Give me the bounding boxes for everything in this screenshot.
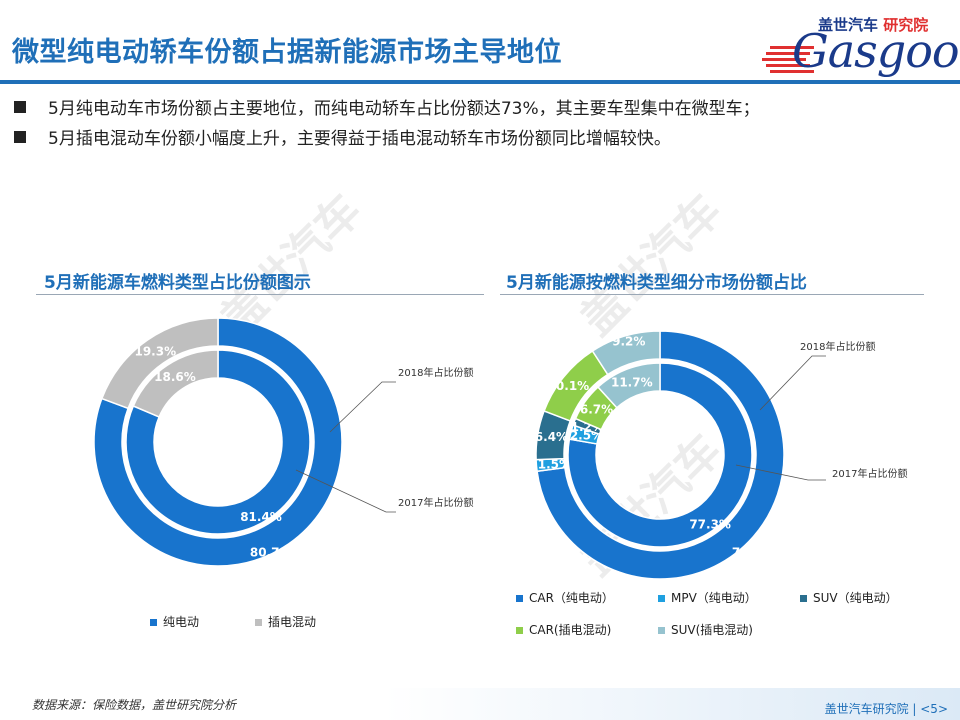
chart2-legend-item: SUV（纯电动） (800, 589, 898, 606)
chart2-legend-item: SUV(插电混动) (658, 621, 753, 638)
chart1-legend-item: 插电混动 (255, 613, 316, 630)
ring-callout-label: 2018年占比份额 (398, 366, 473, 379)
bullet-square-icon (14, 131, 26, 143)
gasgoo-logo: 盖世汽车 研究院 Gasgoo (752, 10, 960, 84)
logo-stripes-icon (762, 46, 814, 73)
callout-line (329, 381, 396, 433)
data-label: 77.3% (689, 518, 731, 532)
callout-line (295, 469, 396, 513)
data-label: 18.6% (154, 370, 196, 384)
callout-line (735, 464, 826, 481)
bullet-item: 5月插电混动车份额小幅度上升，主要得益于插电混动轿车市场份额同比增幅较快。 (14, 124, 954, 154)
data-label: 73.2% (732, 546, 774, 560)
callout-line (759, 355, 826, 411)
chart2-rule (500, 294, 924, 295)
legend-swatch (800, 595, 807, 602)
donut-segment (132, 349, 219, 418)
data-label: 1.5% (538, 457, 571, 471)
chart1-rule (36, 294, 484, 295)
data-label: 9.2% (612, 335, 645, 349)
data-label: 6.7% (580, 403, 613, 417)
legend-swatch (150, 619, 157, 626)
logo-wordmark: Gasgoo (792, 24, 960, 78)
ring-callout-label: 2017年占比份额 (398, 496, 473, 509)
donut-segment (567, 362, 753, 548)
data-label: 80.7% (250, 545, 292, 559)
chart1-title: 5月新能源车燃料类型占比份额图示 (44, 273, 311, 293)
chart2-title: 5月新能源按燃料类型细分市场份额占比 (506, 273, 807, 293)
data-label: 19.3% (134, 345, 176, 359)
footer-bar (0, 688, 960, 720)
ring-callout-label: 2017年占比份额 (832, 467, 907, 480)
ring-callout-label: 2018年占比份额 (800, 340, 875, 353)
legend-swatch (516, 627, 523, 634)
legend-swatch (516, 595, 523, 602)
data-label: 81.4% (240, 510, 282, 524)
footer-brand: 盖世汽车研究院 | <5> (824, 702, 948, 716)
legend-swatch (658, 627, 665, 634)
data-label: 6.4% (535, 430, 568, 444)
logo-cn-left: 盖世汽车 (818, 16, 879, 34)
data-label: 11.7% (611, 375, 653, 389)
page-title: 微型纯电动轿车份额占据新能源市场主导地位 (12, 37, 562, 68)
header-rule (0, 80, 960, 84)
chart2-legend-item: CAR（纯电动） (516, 589, 614, 606)
chart2-legend-item: MPV（纯电动） (658, 589, 757, 606)
bullet-list: 5月纯电动车市场份额占主要地位，而纯电动轿车占比份额达73%，其主要车型集中在微… (14, 94, 954, 154)
donut-segment (536, 330, 785, 580)
legend-swatch (658, 595, 665, 602)
logo-cn-right: 研究院 (883, 16, 929, 34)
donut-segment (125, 349, 311, 535)
chart1-legend-item: 纯电动 (150, 613, 199, 630)
legend-swatch (255, 619, 262, 626)
donut-segment (596, 362, 661, 409)
donut-segment (93, 317, 343, 567)
footer-source: 数据来源：保险数据，盖世研究院分析 (32, 698, 237, 712)
data-label: 10.1% (548, 379, 590, 393)
bullet-square-icon (14, 101, 26, 113)
donut-segment (591, 330, 661, 376)
bullet-item: 5月纯电动车市场份额占主要地位，而纯电动轿车占比份额达73%，其主要车型集中在微… (14, 94, 954, 124)
donut-segment (100, 317, 219, 410)
chart2-legend-item: CAR(插电混动) (516, 621, 611, 638)
